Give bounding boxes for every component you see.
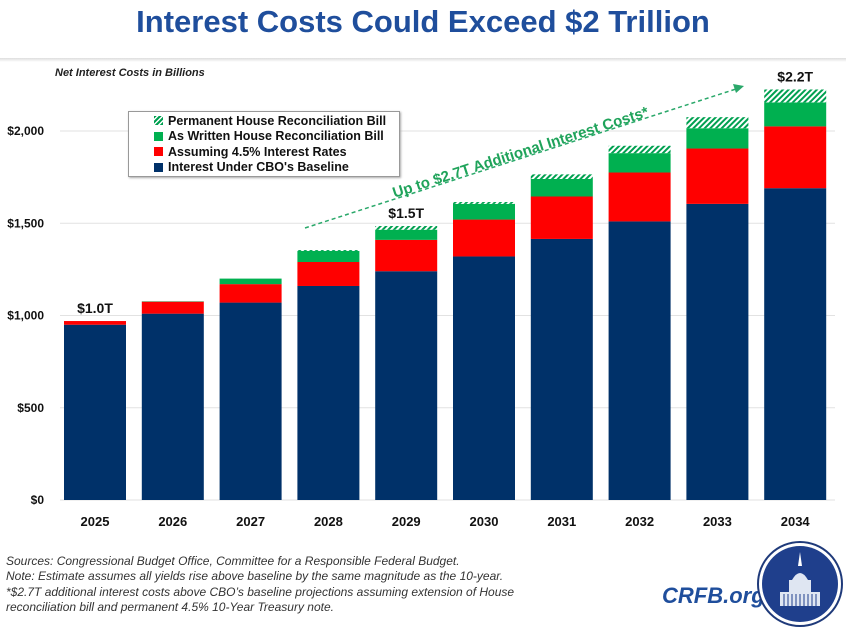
green-swatch-icon <box>154 131 163 141</box>
bar-segment-2031-s0 <box>530 238 593 500</box>
navy-swatch-icon <box>154 162 163 172</box>
bar-segment-2034-s2 <box>764 102 827 127</box>
chart-title: Interest Costs Could Exceed $2 Trillion <box>136 4 710 39</box>
arrow-head <box>733 84 744 93</box>
bar-segment-2026-s1 <box>141 301 204 314</box>
y-tick-label: $500 <box>17 401 44 415</box>
bar-segment-2032-s1 <box>608 172 671 222</box>
bar-segment-2029-s0 <box>375 271 438 500</box>
bar-segment-2027-s1 <box>219 284 282 303</box>
footer-sources: Sources: Congressional Budget Office, Co… <box>6 554 460 568</box>
data-label: $1.5T <box>388 205 424 221</box>
x-tick-label: 2029 <box>392 514 421 529</box>
bar-segment-2025-s0 <box>64 324 126 500</box>
legend-label: Permanent House Reconciliation Bill <box>168 113 387 128</box>
brand-link[interactable]: CRFB.org <box>662 583 765 608</box>
bar-segment-2033-s3 <box>686 117 749 129</box>
bar-segment-2031-s2 <box>530 178 593 197</box>
bar-segment-2033-s1 <box>686 148 749 204</box>
x-tick-label: 2027 <box>236 514 265 529</box>
trend-arrow <box>304 88 737 229</box>
footer-notes: Sources: Congressional Budget Office, Co… <box>6 554 514 615</box>
x-tick-label: 2030 <box>470 514 499 529</box>
y-tick-label: $2,000 <box>7 124 44 138</box>
bar-segment-2029-s1 <box>375 239 438 272</box>
data-label: $1.0T <box>77 300 113 316</box>
bar-segment-2029-s3 <box>375 226 438 230</box>
bar-segment-2033-s0 <box>686 203 749 500</box>
bar-segment-2031-s3 <box>530 174 593 179</box>
x-tick-label: 2025 <box>81 514 110 529</box>
x-tick-label: 2033 <box>703 514 732 529</box>
bar-segment-2030-s0 <box>453 256 515 500</box>
legend-item-as-written: As Written House Reconciliation Bill <box>129 129 399 145</box>
x-tick-label: 2032 <box>625 514 654 529</box>
x-tick-label: 2031 <box>547 514 576 529</box>
y-tick-label: $0 <box>31 493 45 507</box>
legend: Permanent House Reconciliation Bill As W… <box>128 111 400 177</box>
x-tick-label: 2026 <box>158 514 187 529</box>
y-tick-label: $1,000 <box>7 309 44 323</box>
footer-footnote-cont: reconciliation bill and permanent 4.5% 1… <box>6 599 334 614</box>
bar-segment-2030-s2 <box>453 203 515 220</box>
footer-note: Note: Estimate assumes all yields rise a… <box>6 569 504 584</box>
legend-label: As Written House Reconciliation Bill <box>168 129 384 144</box>
bar-segment-2030-s1 <box>453 219 515 257</box>
legend-item-cbo-baseline: Interest Under CBO's Baseline <box>129 160 399 176</box>
x-tick-label: 2034 <box>781 514 811 529</box>
bar-segment-2032-s0 <box>608 221 671 500</box>
y-axis-label: Net Interest Costs in Billions <box>55 67 205 79</box>
red-swatch-icon <box>154 147 163 157</box>
y-tick-label: $1,500 <box>7 216 44 230</box>
bar-segment-2026-s0 <box>141 313 204 500</box>
bar-segment-2028-s1 <box>297 261 360 286</box>
bar-segment-2028-s0 <box>297 285 360 500</box>
bar-segment-2030-s3 <box>453 202 515 204</box>
legend-label: Interest Under CBO's Baseline <box>168 160 349 175</box>
bar-segment-2032-s3 <box>608 145 671 154</box>
bar-segment-2031-s1 <box>530 196 593 239</box>
x-tick-label: 2028 <box>314 514 343 529</box>
bar-segment-2028-s2 <box>297 250 360 262</box>
bar-segment-2027-s0 <box>219 302 282 500</box>
bar-segment-2033-s2 <box>686 128 749 149</box>
legend-item-permanent: Permanent House Reconciliation Bill <box>129 113 399 129</box>
legend-label: Assuming 4.5% Interest Rates <box>168 144 347 159</box>
title-divider <box>0 58 846 62</box>
stacked-bar-chart: $0 $500 $1,000 $1,500 $2,000 2025 2026 2027 2028… <box>7 68 835 529</box>
footer-footnote: *$2.7T additional interest costs above C… <box>6 584 515 599</box>
bar-segment-2028-s3 <box>297 250 360 251</box>
bar-segment-2034-s0 <box>764 188 827 500</box>
bar-segment-2025-s1 <box>64 321 126 325</box>
bar-segment-2029-s2 <box>375 229 438 240</box>
bar-segment-2034-s3 <box>764 89 827 103</box>
data-label: $2.2T <box>777 68 813 84</box>
crfb-capitol-logo <box>757 541 843 627</box>
legend-item-4-5-rates: Assuming 4.5% Interest Rates <box>129 144 399 160</box>
bar-segment-2034-s1 <box>764 126 827 189</box>
bar-segment-2032-s2 <box>608 153 671 173</box>
bar-segment-2027-s2 <box>219 278 282 285</box>
hatched-swatch-icon <box>154 116 163 126</box>
